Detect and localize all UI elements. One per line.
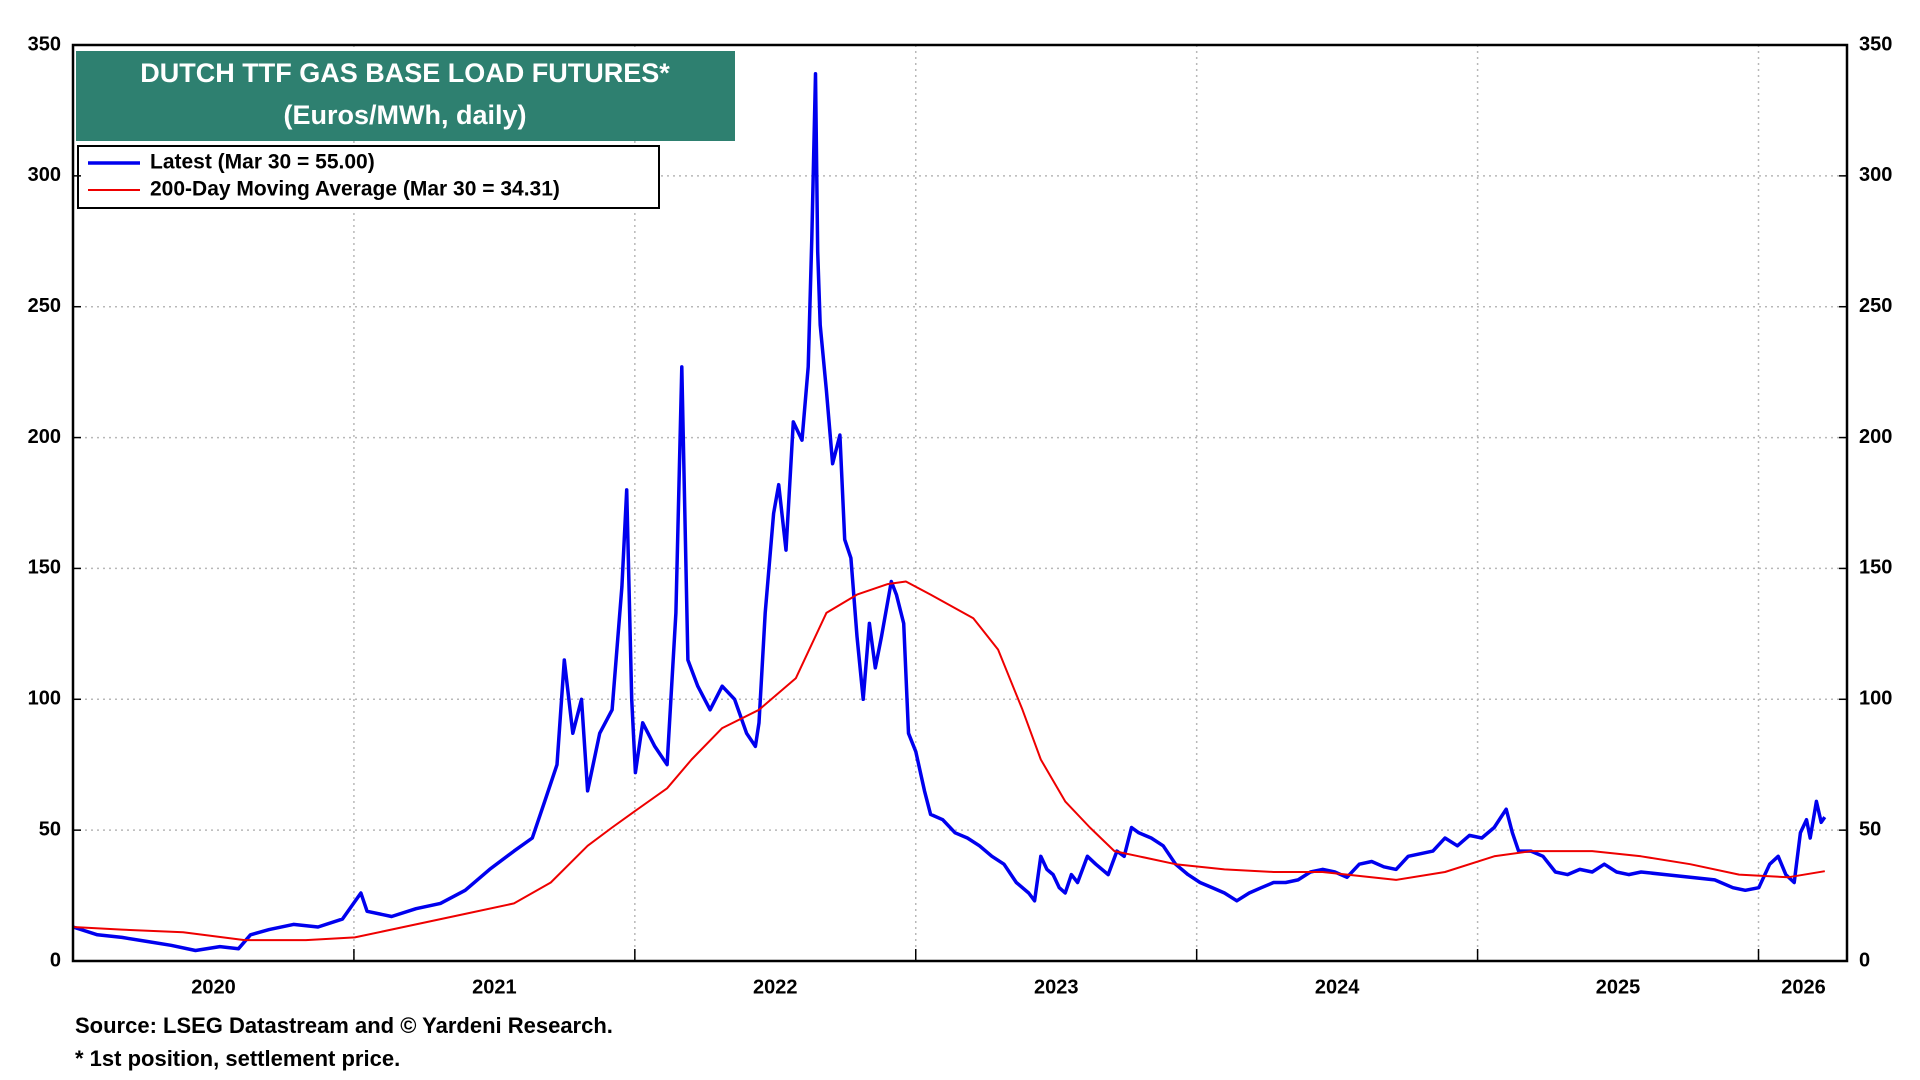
legend-box: [77, 145, 660, 209]
y-tick-label: 250: [28, 295, 61, 317]
series-line: [72, 580, 1825, 942]
series-line: [72, 72, 1827, 953]
chart-title: DUTCH TTF GAS BASE LOAD FUTURES*: [140, 58, 670, 88]
y-tick-label: 0: [50, 949, 61, 971]
y-tick-label: 150: [28, 557, 61, 579]
legend-label: Latest (Mar 30 = 55.00): [150, 151, 375, 174]
legend-label: 200-Day Moving Average (Mar 30 = 34.31): [150, 178, 560, 201]
plot-frame: [71, 43, 1849, 963]
y2-tick-label: 200: [1859, 426, 1892, 448]
x-tick-label: 2026: [1781, 976, 1826, 998]
y2-tick-label: 150: [1859, 557, 1892, 579]
y-tick-label: 50: [39, 818, 61, 840]
x-tick-label: 2025: [1596, 976, 1641, 998]
x-tick-label: 2023: [1034, 976, 1079, 998]
y2-tick-label: 100: [1859, 688, 1892, 710]
y-tick-label: 300: [28, 164, 61, 186]
y2-tick-label: 0: [1859, 949, 1870, 971]
x-tick-label: 2020: [191, 976, 236, 998]
y2-tick-label: 50: [1859, 818, 1881, 840]
note: * 1st position, settlement price.: [75, 1046, 400, 1071]
x-tick-label: 2022: [753, 976, 798, 998]
y2-tick-label: 350: [1859, 33, 1892, 55]
y-tick-label: 100: [28, 688, 61, 710]
x-tick-label: 2024: [1315, 976, 1360, 998]
title-box: [76, 51, 735, 141]
y-tick-label: 200: [28, 426, 61, 448]
chart-subtitle: (Euros/MWh, daily): [284, 100, 527, 130]
y2-tick-label: 300: [1859, 164, 1892, 186]
y-tick-label: 350: [28, 33, 61, 55]
x-tick-label: 2021: [472, 976, 517, 998]
y2-tick-label: 250: [1859, 295, 1892, 317]
source: Source: LSEG Datastream and © Yardeni Re…: [75, 1013, 613, 1038]
